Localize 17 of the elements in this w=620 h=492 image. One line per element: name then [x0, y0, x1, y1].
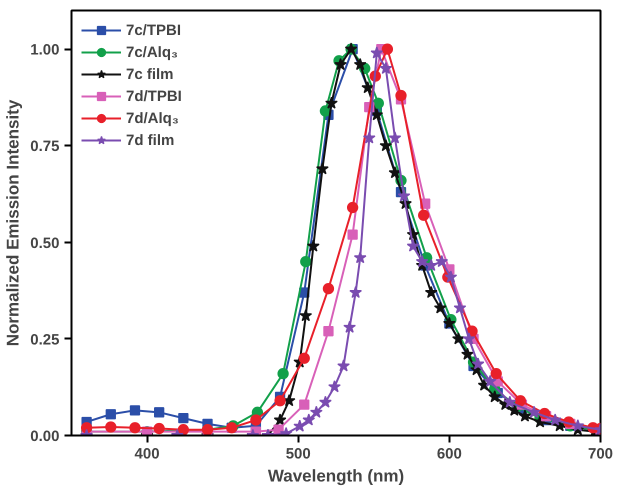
y-tick-label: 1.00 [30, 42, 60, 59]
legend-label: 7c film [126, 66, 174, 82]
x-tick-label: 500 [286, 446, 311, 462]
legend-label: 7d film [126, 132, 174, 148]
legend-label: 7c/TPBI [126, 22, 182, 38]
legend-label: 7d/TPBI [126, 88, 182, 104]
y-tick-label: 0.00 [30, 428, 60, 445]
y-tick-label: 0.75 [30, 138, 60, 156]
x-tick-label: 400 [134, 446, 160, 462]
legend-label: 7c/Alq₃ [126, 44, 178, 60]
y-tick-label: 0.50 [30, 234, 60, 252]
x-tick-label: 600 [436, 446, 462, 462]
legend-label: 7d/Alq₃ [126, 110, 179, 126]
x-axis-title: Wavelength (nm) [268, 466, 404, 486]
y-axis-title: Normalized Emission Intensity [3, 99, 22, 346]
y-tick-label: 0.25 [30, 331, 60, 348]
x-tick-label: 700 [588, 446, 614, 462]
